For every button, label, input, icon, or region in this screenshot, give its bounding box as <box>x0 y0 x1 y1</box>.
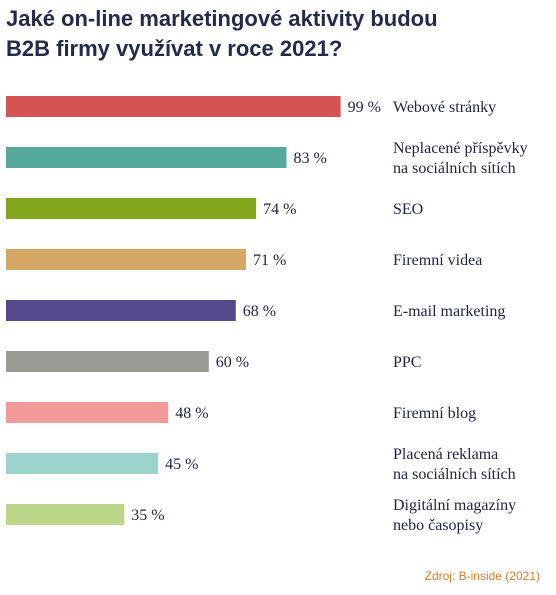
category-label-8-line-0: Digitální magazíny <box>393 497 516 514</box>
bar-4 <box>6 300 236 321</box>
category-label-3-line-0: Firemní videa <box>393 252 482 269</box>
bar-2 <box>6 198 257 219</box>
bar-7 <box>6 453 159 474</box>
bar-value-label-4: 68 % <box>243 303 276 320</box>
category-label-2-line-0: SEO <box>393 201 423 218</box>
bar-value-label-2: 74 % <box>263 201 296 218</box>
bar-value-label-1: 83 % <box>294 150 327 167</box>
bar-value-label-7: 45 % <box>165 456 198 473</box>
category-label-5: PPC <box>393 354 421 371</box>
bar-value-label-5: 60 % <box>216 354 249 371</box>
bar-value-label-6: 48 % <box>175 405 208 422</box>
chart-title-line-2: B2B firmy využívat v roce 2021? <box>6 36 343 61</box>
category-label-5-line-0: PPC <box>393 354 421 371</box>
category-label-1: Neplacené příspěvky na sociálních sítích <box>393 140 528 177</box>
category-label-0-line-0: Webové stránky <box>393 99 496 116</box>
category-label-7: Placená reklama na sociálních sítích <box>393 446 516 483</box>
bar-value-label-0: 99 % <box>348 99 381 116</box>
bar-8 <box>6 504 125 525</box>
source-note: Zdroj: B-inside (2021) <box>424 569 540 583</box>
category-label-1-line-1: na sociálních sítích <box>393 160 516 177</box>
category-label-0: Webové stránky <box>393 99 496 116</box>
bar-5 <box>6 351 209 372</box>
bar-6 <box>6 402 169 423</box>
category-label-4: E-mail marketing <box>393 303 505 320</box>
category-label-6: Firemní blog <box>393 405 476 422</box>
category-label-8-line-1: nebo časopisy <box>393 517 483 534</box>
bar-1 <box>6 147 287 168</box>
chart-title-line-1: Jaké on-line marketingové aktivity budou <box>6 6 438 31</box>
category-label-3: Firemní videa <box>393 252 482 269</box>
category-label-4-line-0: E-mail marketing <box>393 303 505 320</box>
bar-3 <box>6 249 246 270</box>
bar-value-label-3: 71 % <box>253 252 286 269</box>
bar-0 <box>6 96 341 117</box>
category-label-6-line-0: Firemní blog <box>393 405 476 422</box>
category-label-1-line-0: Neplacené příspěvky <box>393 140 528 157</box>
category-label-7-line-1: na sociálních sítích <box>393 466 516 483</box>
category-label-8: Digitální magazíny nebo časopisy <box>393 497 516 534</box>
category-label-7-line-0: Placená reklama <box>393 446 498 463</box>
chart-title: Jaké on-line marketingové aktivity budou… <box>6 4 526 64</box>
category-label-2: SEO <box>393 201 423 218</box>
bar-value-label-8: 35 % <box>131 507 164 524</box>
